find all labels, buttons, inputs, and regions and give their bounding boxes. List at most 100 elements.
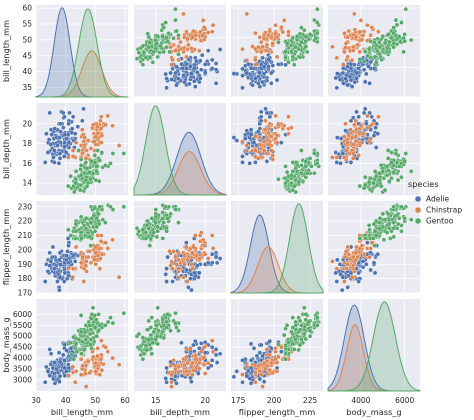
scatter-point-adelie <box>349 84 355 89</box>
scatter-point-gentoo <box>289 329 294 335</box>
scatter-point-adelie <box>217 256 223 261</box>
scatter-point-chinstrap <box>357 49 363 55</box>
scatter-point-chinstrap <box>176 266 181 271</box>
scatter-point-gentoo <box>94 164 99 169</box>
scatter-point-chinstrap <box>105 113 111 119</box>
scatter-point-adelie <box>170 279 175 284</box>
scatter-point-adelie <box>244 70 250 76</box>
scatter-point-gentoo <box>389 160 394 165</box>
kde-gentoo <box>231 203 324 294</box>
scatter-point-gentoo <box>304 170 310 176</box>
scatter-point-adelie <box>57 359 63 365</box>
scatter-point-chinstrap <box>274 369 280 374</box>
scatter-point-gentoo <box>140 356 146 362</box>
scatter-point-gentoo <box>380 169 386 174</box>
scatter-point-adelie <box>62 114 67 120</box>
scatter-point-adelie <box>52 360 57 365</box>
scatter-point-gentoo <box>136 331 142 337</box>
y-tick-label: 5000 <box>13 332 32 341</box>
legend-marker-adelie <box>414 195 422 203</box>
scatter-point-gentoo <box>366 46 372 52</box>
scatter-point-gentoo <box>147 54 153 60</box>
scatter-point-gentoo <box>134 56 140 61</box>
scatter-point-adelie <box>170 66 175 72</box>
scatter-point-adelie <box>195 263 200 268</box>
scatter-point-chinstrap <box>352 11 357 17</box>
scatter-point-gentoo <box>315 315 320 320</box>
scatter-point-chinstrap <box>276 122 281 128</box>
scatter-point-adelie <box>248 358 254 363</box>
scatter-point-adelie <box>198 76 203 81</box>
scatter-point-adelie <box>340 151 346 156</box>
scatter-point-gentoo <box>160 317 165 323</box>
scatter-point-chinstrap <box>263 118 268 124</box>
scatter-point-gentoo <box>87 331 93 337</box>
scatter-point-adelie <box>58 121 63 127</box>
y-tick-label: 3500 <box>13 365 32 374</box>
scatter-point-adelie <box>61 110 66 116</box>
scatter-point-adelie <box>48 351 54 357</box>
scatter-point-chinstrap <box>210 349 216 354</box>
scatter-point-adelie <box>184 61 189 67</box>
scatter-point-chinstrap <box>83 156 89 161</box>
scatter-point-adelie <box>66 121 71 127</box>
scatter-point-gentoo <box>391 169 396 175</box>
scatter-point-chinstrap <box>258 49 264 55</box>
scatter-point-chinstrap <box>98 118 103 124</box>
scatter-point-chinstrap <box>80 151 85 156</box>
scatter-point-gentoo <box>92 160 98 165</box>
scatter-point-gentoo <box>164 228 169 234</box>
scatter-point-adelie <box>335 71 340 76</box>
legend: species Adelie Chinstrap Gentoo <box>408 179 462 226</box>
scatter-point-adelie <box>209 57 215 63</box>
scatter-point-adelie <box>164 365 169 371</box>
scatter-point-gentoo <box>371 180 376 186</box>
scatter-point-adelie <box>69 126 75 131</box>
scatter-point-gentoo <box>384 49 390 55</box>
scatter-point-gentoo <box>141 351 147 357</box>
scatter-point-gentoo <box>155 333 160 339</box>
scatter-point-gentoo <box>391 220 396 225</box>
scatter-point-chinstrap <box>85 359 91 364</box>
panel-flipper_length_mm-vs-bill_length_mm <box>35 201 128 294</box>
x-tick-label: 4000 <box>351 396 370 405</box>
scatter-point-adelie <box>253 160 258 165</box>
scatter-point-chinstrap <box>350 263 356 268</box>
scatter-point-chinstrap <box>344 148 349 153</box>
scatter-point-gentoo <box>402 159 407 164</box>
scatter-point-gentoo <box>99 150 105 155</box>
scatter-point-adelie <box>250 82 255 88</box>
scatter-point-chinstrap <box>350 48 356 53</box>
scatter-point-chinstrap <box>334 55 340 61</box>
scatter-point-gentoo <box>92 228 98 234</box>
scatter-point-adelie <box>261 71 267 76</box>
scatter-point-gentoo <box>293 177 298 183</box>
scatter-point-chinstrap <box>353 118 359 124</box>
scatter-point-gentoo <box>303 336 309 342</box>
scatter-point-gentoo <box>384 45 390 51</box>
scatter-point-adelie <box>168 70 173 76</box>
scatter-point-gentoo <box>108 315 113 320</box>
scatter-point-chinstrap <box>369 25 375 30</box>
scatter-point-adelie <box>213 61 219 66</box>
scatter-point-chinstrap <box>355 42 360 48</box>
scatter-point-adelie <box>367 81 372 86</box>
scatter-point-chinstrap <box>368 246 373 251</box>
scatter-point-chinstrap <box>91 122 96 128</box>
scatter-point-gentoo <box>283 356 288 362</box>
y-axis-label: flipper_length_mm <box>1 209 11 285</box>
scatter-point-gentoo <box>69 352 74 358</box>
scatter-point-adelie <box>279 349 284 354</box>
scatter-point-chinstrap <box>105 246 111 251</box>
scatter-point-adelie <box>72 131 78 136</box>
scatter-point-adelie <box>50 244 56 250</box>
x-axis-label: bill_length_mm <box>51 407 113 417</box>
y-tick-label: 45 <box>22 51 32 60</box>
scatter-point-adelie <box>214 260 220 266</box>
scatter-point-chinstrap <box>66 266 71 271</box>
scatter-point-chinstrap <box>168 263 173 268</box>
scatter-point-gentoo <box>68 233 73 238</box>
scatter-point-gentoo <box>402 32 407 37</box>
scatter-point-chinstrap <box>201 344 207 350</box>
scatter-point-gentoo <box>276 40 281 45</box>
